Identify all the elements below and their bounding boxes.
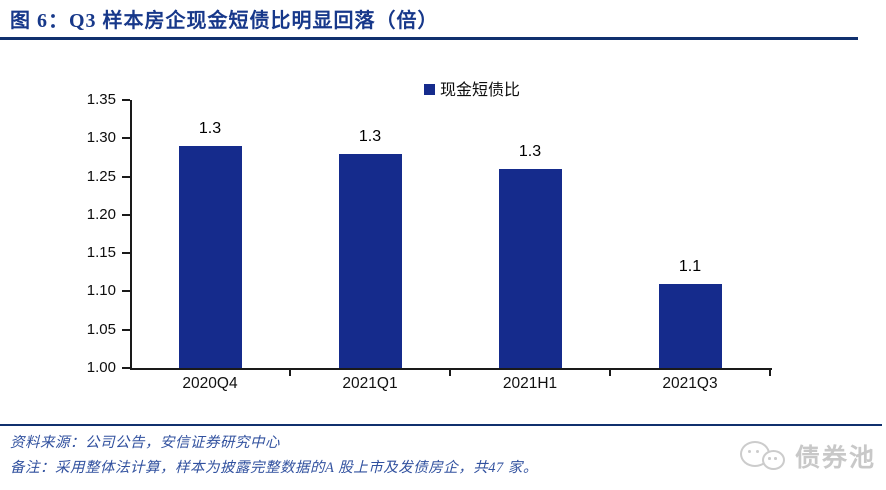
x-axis-line [130, 368, 772, 370]
x-axis-tick [769, 370, 771, 376]
bar [498, 168, 562, 368]
bar-value-label: 1.3 [358, 127, 382, 145]
legend-swatch-icon [424, 83, 435, 95]
x-axis-category-label: 2021H1 [502, 375, 558, 392]
bar-value-label: 1.3 [518, 142, 542, 160]
footer-divider [0, 424, 882, 426]
y-axis-tick-label: 1.10 [86, 282, 116, 300]
y-axis-tick-label: 1.20 [86, 205, 116, 223]
watermark-text: 债券池 [795, 445, 877, 472]
source-note: 资料来源：公司公告，安信证券研究中心 [10, 435, 280, 451]
wechat-icon [740, 438, 788, 474]
y-axis-tick-label: 1.05 [86, 320, 116, 338]
y-axis-tick-label: 1.30 [86, 129, 116, 147]
bar-value-label: 1.1 [678, 257, 702, 275]
y-axis-tick [122, 137, 130, 140]
bar [338, 153, 402, 368]
y-axis-tick [122, 252, 130, 255]
x-axis-tick [449, 370, 451, 376]
y-axis-tick [122, 290, 130, 293]
y-axis-tick-label: 1.35 [86, 91, 116, 108]
y-axis-tick-label: 1.15 [86, 244, 116, 262]
y-axis-tick [122, 175, 130, 178]
bar [658, 283, 722, 368]
x-axis-category-label: 2020Q4 [182, 375, 238, 392]
x-axis-category-label: 2021Q3 [662, 375, 718, 392]
y-axis-tick [122, 367, 130, 369]
y-axis-tick-label: 1.00 [86, 359, 116, 376]
chart-legend: 现金短债比 [424, 76, 520, 100]
x-axis-category-label: 2021Q1 [342, 375, 398, 392]
x-axis-tick [289, 370, 291, 376]
x-axis-tick [609, 370, 611, 376]
chat-bubble-icon [762, 450, 785, 470]
y-axis-tick-label: 1.25 [86, 167, 116, 185]
bar-value-label: 1.3 [198, 119, 222, 137]
y-axis-tick [122, 213, 130, 216]
y-axis-tick [122, 99, 130, 101]
title-underline [0, 37, 858, 40]
watermark-logo: 债券池 [740, 438, 876, 474]
figure-title: 图 6：Q3 样本房企现金短债比明显回落（倍） [10, 10, 439, 32]
bar [178, 145, 242, 368]
legend-label: 现金短债比 [440, 82, 521, 99]
y-axis-line [130, 100, 132, 368]
method-note: 备注：采用整体法计算，样本为披露完整数据的A 股上市及发债房企，共47 家。 [10, 460, 538, 476]
y-axis-tick [122, 328, 130, 331]
